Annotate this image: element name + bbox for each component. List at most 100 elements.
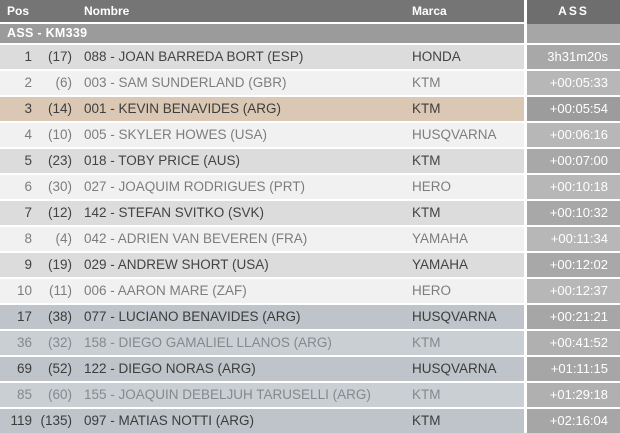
time-cell: +00:10:32: [527, 201, 620, 225]
pos-cell: 6: [24, 179, 32, 194]
brand-cell: HERO: [412, 283, 452, 298]
pos-cell: 10: [16, 283, 32, 298]
brand-cell: KTM: [412, 387, 441, 402]
pos-cell: 85: [16, 387, 32, 402]
time-cell: 3h31m20s: [527, 45, 620, 69]
table-row[interactable]: 119 (135) 097 - MATIAS NOTTI (ARG) KTM +…: [0, 409, 620, 433]
rider-cell: 003 - SAM SUNDERLAND (GBR): [84, 75, 287, 90]
table-row[interactable]: 2 (6) 003 - SAM SUNDERLAND (GBR) KTM +00…: [0, 71, 620, 95]
column-header-marca: Marca: [412, 4, 447, 18]
time-cell: +00:10:18: [527, 175, 620, 199]
pos-cell: 3: [24, 101, 32, 116]
prev-pos-cell: (14): [47, 101, 72, 116]
brand-cell: HONDA: [412, 49, 461, 64]
pos-cell: 2: [24, 75, 32, 90]
brand-cell: YAMAHA: [412, 257, 469, 272]
table-row[interactable]: 3 (14) 001 - KEVIN BENAVIDES (ARG) KTM +…: [0, 97, 620, 121]
rider-cell: 001 - KEVIN BENAVIDES (ARG): [84, 101, 282, 116]
table-header-left: Pos Nombre Marca: [0, 0, 524, 22]
rider-cell: 027 - JOAQUIM RODRIGUES (PRT): [84, 179, 306, 194]
brand-cell: HERO: [412, 179, 452, 194]
table-row-main: 4 (10) 005 - SKYLER HOWES (USA) HUSQVARN…: [0, 123, 524, 147]
table-row[interactable]: 5 (23) 018 - TOBY PRICE (AUS) KTM +00:07…: [0, 149, 620, 173]
rider-cell: 158 - DIEGO GAMALIEL LLANOS (ARG): [84, 335, 332, 350]
table-row-main: 119 (135) 097 - MATIAS NOTTI (ARG) KTM: [0, 409, 524, 433]
time-cell: +00:12:02: [527, 253, 620, 277]
time-cell: +00:11:34: [527, 227, 620, 251]
brand-cell: KTM: [412, 205, 441, 220]
section-row-ass-spacer: [527, 24, 620, 43]
table-row-main: 10 (11) 006 - AARON MARE (ZAF) HERO: [0, 279, 524, 303]
section-row: ASS - KM339: [0, 24, 620, 45]
time-cell: +00:12:37: [527, 279, 620, 303]
table-row[interactable]: 36 (32) 158 - DIEGO GAMALIEL LLANOS (ARG…: [0, 331, 620, 355]
rider-cell: 155 - JOAQUIN DEBELJUH TARUSELLI (ARG): [84, 387, 371, 402]
time-cell: +00:41:52: [527, 331, 620, 355]
pos-cell: 8: [24, 231, 32, 246]
time-cell: +00:06:16: [527, 123, 620, 147]
table-row[interactable]: 8 (4) 042 - ADRIEN VAN BEVEREN (FRA) YAM…: [0, 227, 620, 251]
column-header-pos: Pos: [7, 4, 30, 18]
table-body: 1 (17) 088 - JOAN BARREDA BORT (ESP) HON…: [0, 45, 620, 433]
table-row-main: 9 (19) 029 - ANDREW SHORT (USA) YAMAHA: [0, 253, 524, 277]
brand-cell: KTM: [412, 413, 441, 428]
prev-pos-cell: (10): [47, 127, 72, 142]
prev-pos-cell: (30): [47, 179, 72, 194]
time-cell: +00:07:00: [527, 149, 620, 173]
rider-cell: 042 - ADRIEN VAN BEVEREN (FRA): [84, 231, 308, 246]
prev-pos-cell: (6): [55, 75, 73, 90]
table-row[interactable]: 85 (60) 155 - JOAQUIN DEBELJUH TARUSELLI…: [0, 383, 620, 407]
rider-cell: 122 - DIEGO NORAS (ARG): [84, 361, 256, 376]
table-row[interactable]: 6 (30) 027 - JOAQUIM RODRIGUES (PRT) HER…: [0, 175, 620, 199]
rider-cell: 077 - LUCIANO BENAVIDES (ARG): [84, 309, 301, 324]
rider-cell: 006 - AARON MARE (ZAF): [84, 283, 247, 298]
table-row-main: 7 (12) 142 - STEFAN SVITKO (SVK) KTM: [0, 201, 524, 225]
brand-cell: KTM: [412, 335, 441, 350]
brand-cell: KTM: [412, 101, 441, 116]
prev-pos-cell: (4): [55, 231, 73, 246]
brand-cell: KTM: [412, 75, 441, 90]
table-header-row: Pos Nombre Marca ASS: [0, 0, 620, 24]
brand-cell: HUSQVARNA: [412, 127, 497, 142]
table-row-main: 6 (30) 027 - JOAQUIM RODRIGUES (PRT) HER…: [0, 175, 524, 199]
table-row[interactable]: 1 (17) 088 - JOAN BARREDA BORT (ESP) HON…: [0, 45, 620, 69]
table-row-main: 3 (14) 001 - KEVIN BENAVIDES (ARG) KTM: [0, 97, 524, 121]
prev-pos-cell: (11): [48, 283, 72, 298]
table-row[interactable]: 17 (38) 077 - LUCIANO BENAVIDES (ARG) HU…: [0, 305, 620, 329]
table-row-main: 36 (32) 158 - DIEGO GAMALIEL LLANOS (ARG…: [0, 331, 524, 355]
table-row[interactable]: 9 (19) 029 - ANDREW SHORT (USA) YAMAHA +…: [0, 253, 620, 277]
table-row[interactable]: 69 (52) 122 - DIEGO NORAS (ARG) HUSQVARN…: [0, 357, 620, 381]
pos-cell: 5: [24, 153, 32, 168]
time-cell: +00:21:21: [527, 305, 620, 329]
pos-cell: 69: [16, 361, 32, 376]
prev-pos-cell: (52): [47, 361, 72, 376]
pos-cell: 7: [24, 205, 32, 220]
time-cell: +00:05:33: [527, 71, 620, 95]
pos-cell: 9: [24, 257, 32, 272]
table-row-main: 85 (60) 155 - JOAQUIN DEBELJUH TARUSELLI…: [0, 383, 524, 407]
rider-cell: 018 - TOBY PRICE (AUS): [84, 153, 241, 168]
prev-pos-cell: (12): [47, 205, 72, 220]
brand-cell: YAMAHA: [412, 231, 469, 246]
table-row[interactable]: 10 (11) 006 - AARON MARE (ZAF) HERO +00:…: [0, 279, 620, 303]
rider-cell: 029 - ANDREW SHORT (USA): [84, 257, 269, 272]
prev-pos-cell: (135): [40, 413, 72, 428]
pos-cell: 4: [24, 127, 32, 142]
table-row-main: 69 (52) 122 - DIEGO NORAS (ARG) HUSQVARN…: [0, 357, 524, 381]
table-row[interactable]: 4 (10) 005 - SKYLER HOWES (USA) HUSQVARN…: [0, 123, 620, 147]
pos-cell: 36: [16, 335, 32, 350]
brand-cell: HUSQVARNA: [412, 309, 497, 324]
column-header-nombre: Nombre: [84, 4, 130, 18]
column-header-ass: ASS: [527, 0, 620, 24]
time-cell: +01:29:18: [527, 383, 620, 407]
table-row-main: 2 (6) 003 - SAM SUNDERLAND (GBR) KTM: [0, 71, 524, 95]
table-row-main: 8 (4) 042 - ADRIEN VAN BEVEREN (FRA) YAM…: [0, 227, 524, 251]
table-row-main: 17 (38) 077 - LUCIANO BENAVIDES (ARG) HU…: [0, 305, 524, 329]
brand-cell: KTM: [412, 153, 441, 168]
time-cell: +01:11:15: [527, 357, 620, 381]
pos-cell: 119: [10, 413, 32, 428]
table-row[interactable]: 7 (12) 142 - STEFAN SVITKO (SVK) KTM +00…: [0, 201, 620, 225]
prev-pos-cell: (19): [47, 257, 72, 272]
pos-cell: 1: [24, 49, 32, 64]
